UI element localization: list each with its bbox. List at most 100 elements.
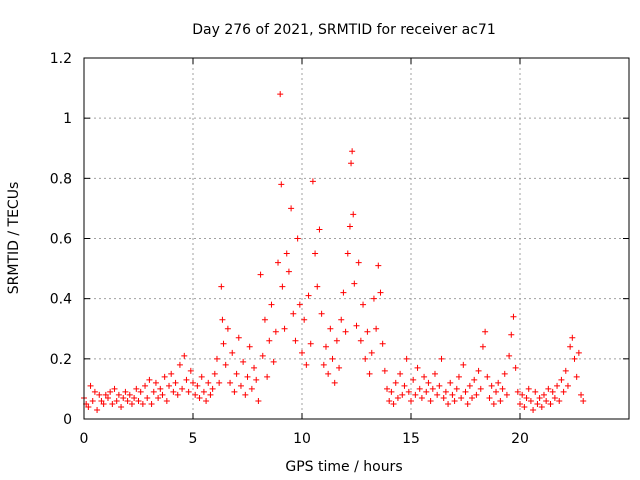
data-point [455, 373, 462, 380]
y-tick-label: 0.2 [50, 352, 72, 368]
data-point [556, 397, 563, 404]
data-point [390, 400, 397, 407]
data-point [453, 385, 460, 392]
chart-title: Day 276 of 2021, SRMTID for receiver ac7… [192, 22, 496, 38]
data-point [530, 406, 537, 413]
data-point [159, 391, 166, 398]
data-point [501, 370, 508, 377]
data-point [237, 382, 244, 389]
data-point [194, 382, 201, 389]
data-point [525, 385, 532, 392]
data-point [224, 325, 231, 332]
data-point [554, 382, 561, 389]
data-point [303, 361, 310, 368]
data-point [89, 397, 96, 404]
data-point [126, 391, 133, 398]
data-point [278, 181, 285, 188]
data-point [209, 385, 216, 392]
data-point [207, 391, 214, 398]
data-point [266, 337, 273, 344]
data-point [122, 388, 129, 395]
data-point [85, 403, 92, 410]
data-point [327, 325, 334, 332]
data-point [466, 382, 473, 389]
data-point [176, 361, 183, 368]
data-point [218, 283, 225, 290]
y-axis-label: SRMTID / TECUs [6, 182, 22, 295]
data-point [325, 370, 332, 377]
data-point [320, 361, 327, 368]
data-point [543, 397, 550, 404]
data-point [133, 385, 140, 392]
data-point [316, 226, 323, 233]
scatter-points [81, 91, 587, 413]
data-point [137, 388, 144, 395]
data-point [355, 259, 362, 266]
data-point [146, 376, 153, 383]
data-point [564, 382, 571, 389]
data-point [181, 352, 188, 359]
data-point [348, 160, 355, 167]
data-point [166, 382, 173, 389]
data-point [508, 331, 515, 338]
data-point [227, 379, 234, 386]
data-point [469, 394, 476, 401]
y-tick-label: 0.8 [50, 171, 72, 187]
data-point [231, 388, 238, 395]
data-point [242, 391, 249, 398]
data-point [248, 385, 255, 392]
data-point [161, 373, 168, 380]
data-point [571, 355, 578, 362]
data-point [113, 397, 120, 404]
data-point [292, 337, 299, 344]
data-point [155, 394, 162, 401]
data-point [551, 394, 558, 401]
data-point [96, 391, 103, 398]
data-point [464, 400, 471, 407]
data-point [388, 388, 395, 395]
data-point [285, 268, 292, 275]
data-point [405, 388, 412, 395]
data-point [403, 355, 410, 362]
data-point [220, 340, 227, 347]
data-point [342, 328, 349, 335]
data-point [246, 343, 253, 350]
data-point [244, 373, 251, 380]
data-point [357, 337, 364, 344]
data-point [187, 367, 194, 374]
data-point [128, 400, 135, 407]
data-point [384, 385, 391, 392]
data-point [427, 397, 434, 404]
data-point [401, 382, 408, 389]
data-point [142, 382, 149, 389]
data-point [107, 388, 114, 395]
axis-ticks: 0 5 10 15 20 0 0.2 0.4 0.6 0.8 1 1.2 [50, 51, 629, 447]
x-tick-label: 20 [511, 431, 529, 447]
data-point [449, 391, 456, 398]
data-point [336, 364, 343, 371]
data-point [198, 373, 205, 380]
data-point [445, 400, 452, 407]
data-point [425, 379, 432, 386]
data-point [91, 388, 98, 395]
data-point [360, 301, 367, 308]
data-point [333, 337, 340, 344]
data-point [392, 379, 399, 386]
data-point [394, 394, 401, 401]
data-point [364, 328, 371, 335]
data-point [277, 91, 284, 98]
data-point [268, 301, 275, 308]
y-tick-label: 0.4 [50, 292, 72, 308]
data-point [499, 385, 506, 392]
y-tick-label: 1 [63, 111, 72, 127]
data-point [200, 388, 207, 395]
y-tick-label: 0 [63, 412, 72, 428]
data-point [558, 376, 565, 383]
data-point [288, 205, 295, 212]
data-point [139, 400, 146, 407]
data-point [431, 370, 438, 377]
data-point [486, 394, 493, 401]
x-tick-label: 10 [293, 431, 311, 447]
data-point [353, 322, 360, 329]
data-point [290, 310, 297, 317]
